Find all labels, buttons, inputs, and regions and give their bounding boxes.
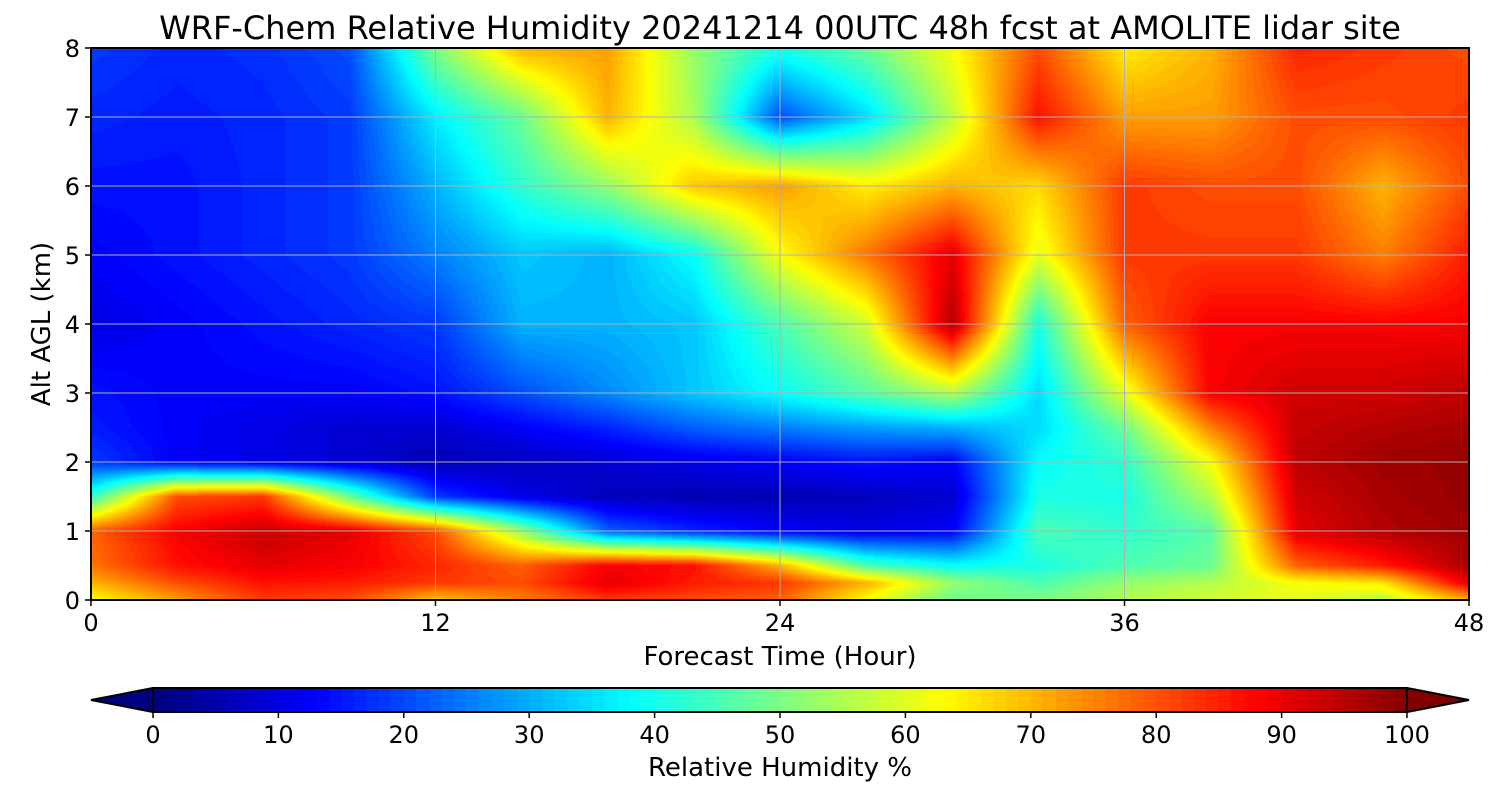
y-tick-label: 1	[65, 518, 80, 546]
x-tick-label: 24	[765, 609, 796, 637]
colorbar-tick-label: 0	[145, 721, 160, 749]
colorbar-low-extend-arrow	[90, 686, 154, 714]
colorbar-tick-label: 50	[765, 721, 796, 749]
colorbar-tick-label: 100	[1384, 721, 1430, 749]
y-tick-label: 8	[65, 35, 80, 63]
y-tick-label: 2	[65, 449, 80, 477]
y-axis-ticks: 0 1 2 3 4 5 6 7 8	[65, 35, 91, 615]
y-tick-label: 7	[65, 104, 80, 132]
y-tick-label: 0	[65, 587, 80, 615]
chart-title: WRF-Chem Relative Humidity 20241214 00UT…	[159, 9, 1401, 47]
colorbar-tick-label: 30	[514, 721, 545, 749]
x-axis-ticks: 0 12 24 36 48	[83, 600, 1484, 637]
colorbar-tick-label: 20	[389, 721, 420, 749]
colorbar-tick-label: 80	[1141, 721, 1172, 749]
y-axis-label: Alt AGL (km)	[27, 242, 57, 406]
y-tick-label: 5	[65, 242, 80, 270]
colorbar-label: Relative Humidity %	[648, 753, 912, 783]
x-tick-label: 0	[83, 609, 98, 637]
colorbar-frame	[152, 687, 1408, 713]
x-axis-label: Forecast Time (Hour)	[643, 642, 916, 672]
colorbar-high-extend-arrow	[1406, 686, 1470, 714]
x-tick-label: 48	[1454, 609, 1485, 637]
y-tick-label: 3	[65, 380, 80, 408]
colorbar-tick-label: 40	[639, 721, 670, 749]
colorbar-tick-label: 60	[890, 721, 921, 749]
y-tick-label: 6	[65, 173, 80, 201]
x-tick-label: 36	[1109, 609, 1140, 637]
colorbar-tick-label: 10	[263, 721, 294, 749]
grid-lines	[90, 47, 1470, 601]
x-tick-label: 12	[420, 609, 451, 637]
y-tick-label: 4	[65, 311, 80, 339]
colorbar-ticks: 0 10 20 30 40 50 60 70 80 90 100	[145, 712, 1430, 749]
colorbar-tick-label: 70	[1016, 721, 1047, 749]
colorbar-gradient	[153, 688, 1407, 712]
colorbar-tick-label: 90	[1266, 721, 1297, 749]
